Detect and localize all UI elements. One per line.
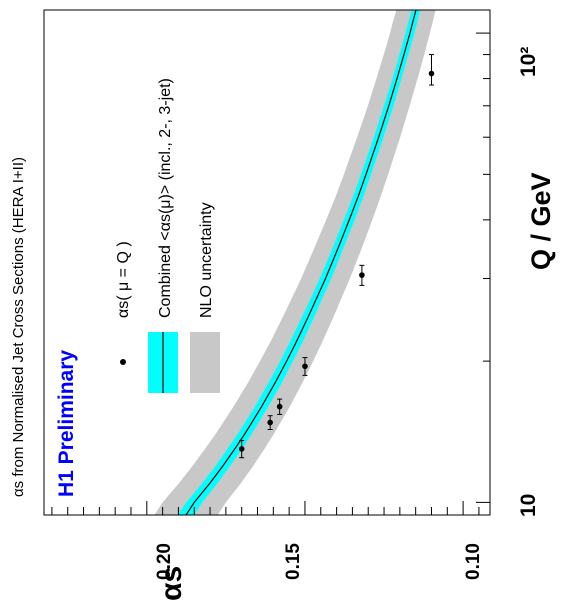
combined-alphas-line [185,10,417,515]
ticks-layer [51,32,490,515]
y-tick-label-0.15: 0.15 [283,543,304,580]
x-tick-label-10: 10 [517,494,540,517]
legend-label-nlo: NLO uncertainty [198,202,215,318]
bands-layer [154,10,436,515]
data-point-5 [428,70,435,77]
chart-title: αs from Normalised Jet Cross Sections (H… [10,157,27,497]
plot-frame [43,9,491,516]
data-point-1 [267,419,273,426]
legend-point-marker [120,359,126,365]
points-layer [238,54,435,459]
legend: αs( μ = Q ) Combined <αs(μ)> (incl., 2-,… [115,78,220,393]
legend-label-combined: Combined <αs(μ)> (incl., 2-, 3-jet) [157,78,174,318]
x-tick-label-100: 10² [517,47,540,77]
legend-label-alphas: αs( μ = Q ) [115,241,132,318]
experiment-label: H1 Preliminary [55,350,78,497]
nlo-uncertainty-band [154,10,436,515]
x-axis-label: Q / GeV [526,172,556,270]
data-point-0 [238,446,245,452]
y-axis-label: αs [155,566,188,601]
data-point-3 [302,363,308,370]
legend-nlo-band [190,332,220,393]
data-point-4 [359,272,365,278]
y-tick-label-0.10: 0.10 [463,543,484,580]
data-point-2 [276,403,283,410]
y-tick-label-0.20: 0.20 [154,543,175,580]
